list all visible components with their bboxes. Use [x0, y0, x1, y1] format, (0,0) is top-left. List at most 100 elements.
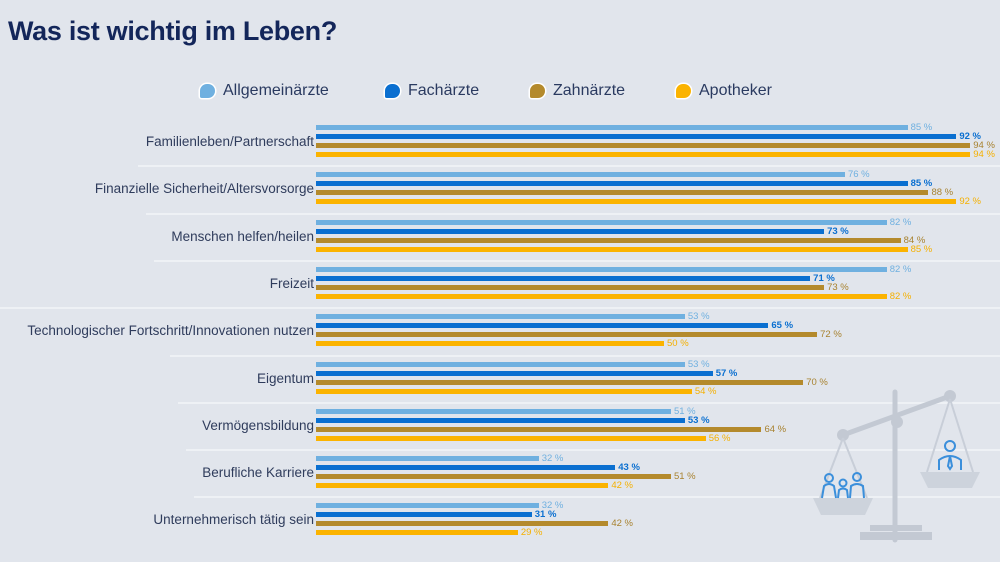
- data-label: 51 %: [673, 471, 696, 483]
- bar: [316, 465, 616, 471]
- bar: [316, 435, 706, 441]
- group-separator: [170, 354, 1000, 357]
- data-label: 53 %: [687, 358, 710, 370]
- data-label: 94 %: [973, 140, 995, 151]
- data-label: 31 %: [534, 509, 557, 521]
- group-separator: [138, 165, 1000, 168]
- bar: [316, 293, 887, 299]
- data-label: 72 %: [820, 329, 842, 341]
- category-label: Eigentum: [256, 370, 314, 386]
- category-label: Menschen helfen/heilen: [171, 228, 314, 244]
- data-label: 65 %: [771, 320, 794, 332]
- data-label: 82 %: [889, 216, 912, 228]
- group-separator: [186, 449, 1000, 452]
- data-label: 76 %: [847, 169, 870, 181]
- speech-bubble-icon: [676, 84, 691, 98]
- bar: [316, 426, 762, 432]
- legend-item-fachaerzte: Fachärzte: [385, 82, 479, 100]
- legend-label: Apotheker: [699, 82, 772, 99]
- speech-bubble-icon: [385, 84, 400, 98]
- bar: [316, 323, 769, 329]
- bar: [316, 408, 671, 414]
- bar: [316, 152, 971, 157]
- speech-bubble-icon: [200, 84, 215, 98]
- data-label: 71 %: [813, 272, 835, 284]
- group-separator: [194, 496, 1000, 499]
- bar: [316, 521, 609, 527]
- group-separator: [146, 212, 1000, 215]
- bar: [316, 370, 713, 376]
- data-label: 92 %: [959, 196, 981, 208]
- data-label: 85 %: [910, 122, 933, 133]
- data-label: 32 %: [541, 453, 564, 465]
- data-label: 73 %: [827, 281, 849, 293]
- bar: [316, 125, 908, 130]
- bar: [316, 417, 685, 423]
- bar: [316, 190, 929, 196]
- data-label: 53 %: [687, 311, 710, 323]
- bar: [316, 483, 609, 489]
- data-label: 57 %: [715, 367, 738, 379]
- bar: [316, 181, 908, 187]
- bar: [316, 361, 685, 367]
- category-label: Freizeit: [269, 275, 314, 291]
- legend-label: Zahnärzte: [553, 82, 626, 99]
- data-label: 51 %: [673, 405, 696, 417]
- data-label: 42 %: [611, 518, 633, 530]
- data-label: 32 %: [541, 500, 564, 512]
- data-label: 54 %: [694, 385, 717, 397]
- bar: [316, 474, 671, 480]
- data-label: 85 %: [910, 178, 933, 190]
- group-separator: [178, 401, 1000, 404]
- data-label: 70 %: [806, 376, 828, 388]
- data-label: 42 %: [611, 480, 633, 492]
- category-label: Finanzielle Sicherheit/Altersvorsorge: [94, 181, 314, 197]
- chart-title: Was ist wichtig im Leben?: [8, 16, 338, 46]
- legend-item-allgemeinaerzte: Allgemeinärzte: [200, 82, 329, 100]
- data-label: 50 %: [667, 338, 689, 350]
- data-label: 82 %: [889, 263, 912, 275]
- category-label: Vermögensbildung: [202, 417, 314, 433]
- bar: [316, 388, 692, 394]
- bar: [316, 237, 901, 243]
- bar: [316, 143, 971, 148]
- data-label: 29 %: [520, 527, 543, 539]
- category-label: Technologischer Fortschritt/Innovationen…: [27, 323, 314, 339]
- category-label: Berufliche Karriere: [202, 465, 314, 481]
- legend: Allgemeinärzte Fachärzte Zahnärzte Apoth…: [0, 82, 1000, 106]
- bar: [316, 228, 825, 234]
- speech-bubble-icon: [530, 84, 545, 98]
- category-label: Unternehmerisch tätig sein: [153, 512, 314, 528]
- legend-item-zahnaerzte: Zahnärzte: [530, 82, 625, 100]
- legend-label: Allgemeinärzte: [223, 82, 329, 99]
- bar: [316, 314, 685, 320]
- bar: [316, 503, 539, 509]
- bar: [316, 456, 539, 462]
- bar: [316, 530, 518, 536]
- bar: [316, 275, 811, 281]
- bar: [316, 332, 818, 338]
- bar: [316, 134, 957, 139]
- data-label: 85 %: [910, 243, 933, 255]
- data-label: 92 %: [959, 131, 981, 142]
- bar: [316, 246, 908, 252]
- group-separator: [154, 259, 1000, 262]
- bar: [316, 266, 887, 272]
- category-label: Familienleben/Partnerschaft: [145, 134, 314, 149]
- bar: [316, 379, 804, 385]
- data-label: 43 %: [618, 462, 640, 474]
- data-label: 64 %: [764, 423, 787, 435]
- legend-label: Fachärzte: [408, 82, 480, 99]
- bar: [316, 219, 887, 225]
- bar: [316, 512, 532, 518]
- data-label: 53 %: [687, 414, 710, 426]
- bar: [316, 284, 825, 290]
- data-label: 84 %: [903, 234, 926, 246]
- data-label: 73 %: [827, 225, 849, 237]
- group-separator: [0, 307, 1000, 310]
- legend-item-apotheker: Apotheker: [676, 82, 772, 100]
- data-label: 88 %: [931, 187, 954, 199]
- scale-illustration-icon: [813, 389, 980, 543]
- bar: [316, 341, 664, 347]
- data-label: 56 %: [708, 432, 731, 444]
